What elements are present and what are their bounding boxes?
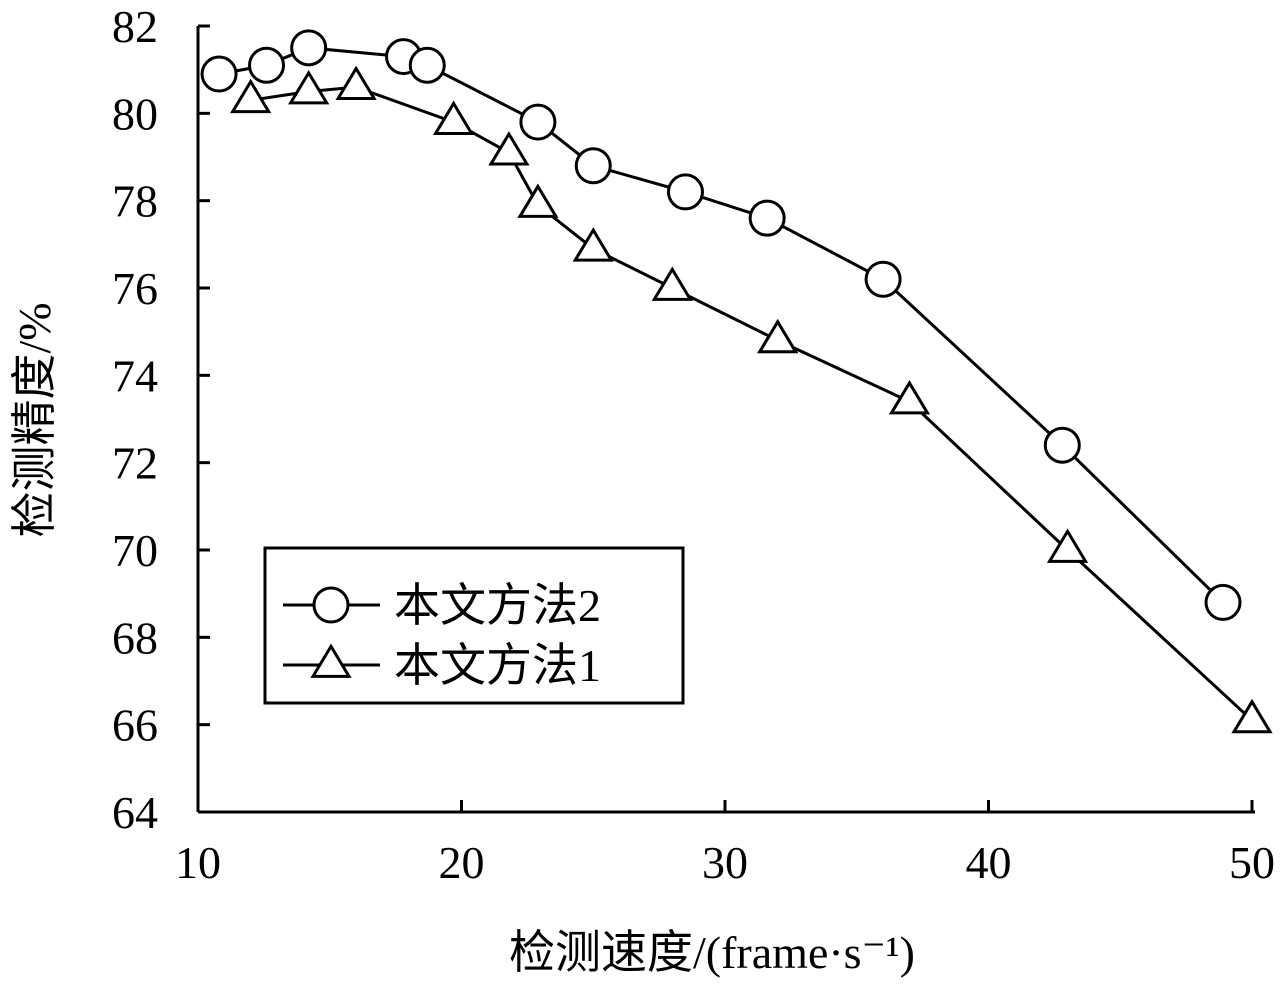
- y-tick-label: 82: [112, 1, 158, 52]
- legend-item: 本文方法2: [283, 580, 601, 631]
- data-point: [1204, 583, 1242, 621]
- legend-item: 本文方法1: [283, 640, 601, 691]
- data-point: [488, 131, 530, 166]
- data-point: [651, 266, 693, 301]
- series-2: [230, 65, 1273, 734]
- legend-marker: [312, 586, 350, 624]
- y-tick-label: 74: [112, 350, 158, 401]
- data-point: [1043, 426, 1081, 464]
- data-point: [335, 65, 377, 101]
- data-point: [519, 103, 557, 141]
- series-layer: [200, 29, 1273, 734]
- data-point: [248, 46, 286, 84]
- data-point: [1046, 528, 1089, 563]
- data-point: [864, 260, 902, 298]
- y-axis-title: 检测精度/%: [9, 302, 60, 537]
- x-axis-ticks: 10 20 30 40 50: [175, 800, 1275, 888]
- data-point: [408, 46, 446, 84]
- data-point: [230, 78, 272, 114]
- legend: 本文方法2 本文方法1: [263, 546, 685, 705]
- data-point: [574, 147, 612, 185]
- series-line: [218, 46, 1225, 604]
- legend-marker: [310, 643, 352, 678]
- y-tick-label: 70: [112, 525, 158, 576]
- y-tick-label: 80: [112, 88, 158, 139]
- data-point: [288, 69, 330, 105]
- y-tick-label: 78: [112, 176, 158, 227]
- data-point: [1231, 698, 1273, 734]
- x-tick-label: 10: [175, 837, 221, 888]
- x-tick-label: 40: [966, 837, 1012, 888]
- data-point: [572, 227, 614, 262]
- data-point: [290, 29, 328, 67]
- data-point: [757, 318, 799, 354]
- y-tick-label: 66: [112, 700, 158, 751]
- y-tick-label: 64: [112, 787, 158, 838]
- legend-label: 本文方法2: [394, 580, 601, 631]
- x-tick-label: 30: [702, 837, 748, 888]
- x-axis-title: 检测速度/(frame·s⁻¹): [509, 927, 915, 978]
- data-point: [888, 380, 931, 415]
- legend-label: 本文方法1: [394, 640, 601, 691]
- y-tick-label: 76: [112, 263, 158, 314]
- x-tick-label: 20: [439, 837, 485, 888]
- y-tick-label: 68: [112, 612, 158, 663]
- series-1: [200, 29, 1242, 621]
- data-point: [666, 173, 704, 211]
- data-point: [200, 55, 238, 93]
- y-tick-label: 72: [112, 438, 158, 489]
- x-tick-label: 50: [1229, 837, 1275, 888]
- y-axis-ticks: 64 66 68 70 72 74 76 78 80 82: [112, 1, 210, 838]
- data-point: [517, 183, 559, 218]
- data-point: [748, 199, 786, 237]
- data-point: [432, 100, 475, 135]
